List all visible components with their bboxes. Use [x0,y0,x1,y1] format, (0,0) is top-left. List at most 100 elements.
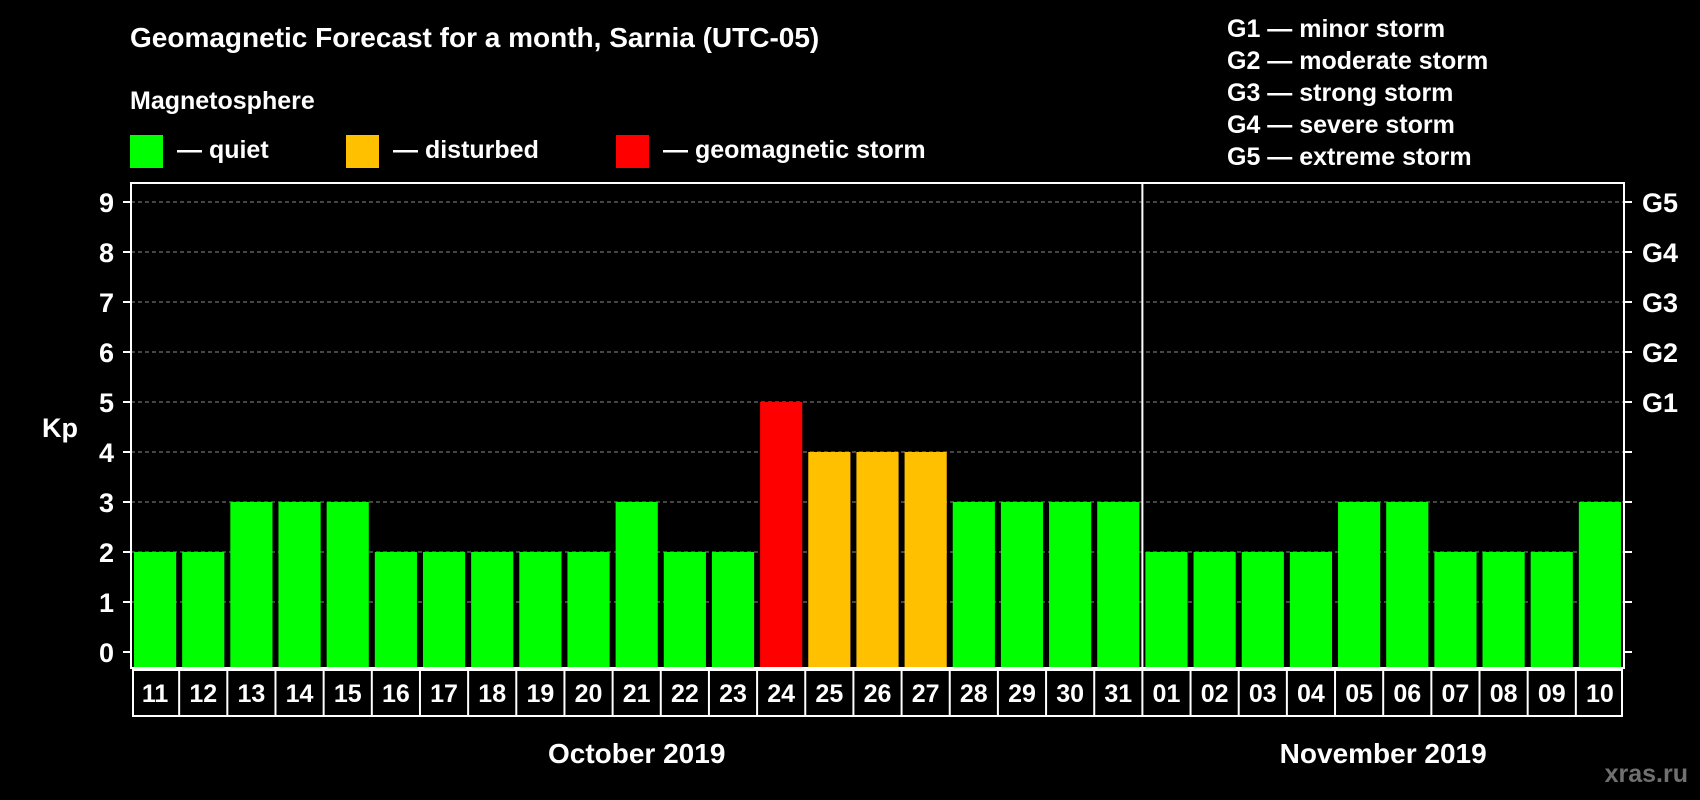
y-tick-label-4: 4 [99,438,114,468]
month-label-1: November 2019 [1280,738,1487,769]
legend-label-1: — disturbed [393,136,539,164]
bar-06 [1386,502,1429,668]
storm-scale-legend: G1 — minor storm G2 — moderate storm G3 — … [1227,15,1488,171]
legend-swatch-1 [346,135,379,168]
bar-22 [663,552,706,668]
y-tick-label-0: 0 [99,638,114,668]
day-label-02: 02 [1201,680,1229,708]
day-label-24: 24 [767,680,795,708]
day-label-03: 03 [1249,680,1277,708]
storm-axis-label-G1: G1 [1642,388,1678,418]
storm-axis-label-G4: G4 [1642,238,1678,268]
y-axis-label: Kp [42,413,78,443]
day-label-09: 09 [1538,680,1566,708]
legend-swatch-2 [616,135,649,168]
bar-03 [1241,552,1284,668]
bar-08 [1482,552,1525,668]
storm-level-4: G4 — severe storm [1227,111,1455,139]
y-axis-ticks: 0 1 2 3 4 5 6 7 8 9 [99,188,131,668]
legend-label-0: — quiet [177,136,269,164]
day-label-19: 19 [526,680,554,708]
y-tick-label-3: 3 [99,488,114,518]
bar-14 [278,502,321,668]
bar-15 [326,502,369,668]
y-tick-label-1: 1 [99,588,114,618]
bar-10 [1578,502,1621,668]
day-label-05: 05 [1345,680,1373,708]
bar-09 [1530,552,1573,668]
storm-level-5: G5 — extreme storm [1227,143,1472,171]
legend-swatch-0 [130,135,163,168]
storm-axis-label-G3: G3 [1642,288,1678,318]
month-labels: October 2019 November 2019 [548,738,1487,769]
day-label-28: 28 [960,680,988,708]
bar-31 [1097,502,1140,668]
legend: — quiet — disturbed — geomagnetic storm [130,135,926,168]
day-label-22: 22 [671,680,699,708]
bar-04 [1289,552,1333,668]
bar-16 [374,552,417,668]
day-label-06: 06 [1393,680,1421,708]
day-labels: 11 12 13 14 15 16 17 18 19 20 21 22 23 24 25 26 27 28 29 30… [132,669,1623,717]
day-label-26: 26 [864,680,892,708]
bar-05 [1338,502,1381,668]
day-label-23: 23 [719,680,747,708]
y-tick-label-9: 9 [99,188,114,218]
bar-18 [471,552,514,668]
bar-07 [1434,552,1477,668]
day-label-08: 08 [1490,680,1518,708]
storm-level-3: G3 — strong storm [1227,79,1453,107]
bar-26 [856,452,899,668]
bar-11 [134,552,177,668]
bar-25 [808,452,851,668]
storm-level-2: G2 — moderate storm [1227,47,1488,75]
bar-21 [615,502,658,668]
bar-13 [230,502,273,668]
bar-23 [711,552,755,668]
day-label-31: 31 [1104,680,1132,708]
bar-02 [1193,552,1236,668]
chart-title: Geomagnetic Forecast for a month, Sarnia… [130,22,819,53]
day-label-17: 17 [430,680,458,708]
day-label-20: 20 [575,680,603,708]
day-label-18: 18 [478,680,506,708]
day-label-27: 27 [912,680,940,708]
storm-axis-label-G5: G5 [1642,188,1678,218]
bar-24 [760,402,803,668]
day-label-21: 21 [623,680,651,708]
magnetosphere-label: Magnetosphere [130,87,315,115]
day-label-07: 07 [1442,680,1470,708]
day-label-13: 13 [237,680,265,708]
bar-27 [904,452,947,668]
bar-17 [422,552,466,668]
y-tick-label-6: 6 [99,338,114,368]
bar-29 [1000,502,1044,668]
y-tick-label-2: 2 [99,538,114,568]
day-label-11: 11 [142,680,169,708]
bar-20 [567,552,610,668]
day-label-25: 25 [815,680,843,708]
storm-axis-label-G2: G2 [1642,338,1678,368]
day-label-12: 12 [189,680,217,708]
y-tick-label-5: 5 [99,388,114,418]
plot-frame [130,182,1625,669]
bar-12 [182,552,225,668]
bar-01 [1145,552,1188,668]
day-label-row [132,669,1623,717]
day-label-16: 16 [382,680,410,708]
month-label-0: October 2019 [548,738,725,769]
y-tick-label-8: 8 [99,238,114,268]
legend-label-2: — geomagnetic storm [663,136,926,164]
plot-border [130,182,1625,669]
bar-19 [519,552,562,668]
day-label-10: 10 [1586,680,1614,708]
day-label-01: 01 [1153,680,1181,708]
day-label-04: 04 [1297,680,1325,708]
bar-28 [952,502,995,668]
day-label-30: 30 [1056,680,1084,708]
bars [134,402,1621,668]
watermark: xras.ru [1605,760,1688,788]
day-label-14: 14 [286,680,314,708]
storm-level-axis: G1 G2 G3 G4 G5 [1624,188,1678,653]
